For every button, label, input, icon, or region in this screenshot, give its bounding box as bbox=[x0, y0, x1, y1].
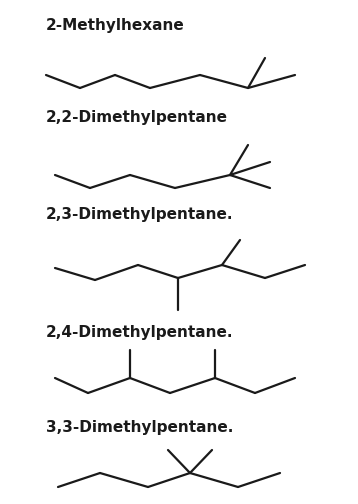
Text: 2-Methylhexane: 2-Methylhexane bbox=[46, 18, 185, 33]
Text: 2,2-Dimethylpentane: 2,2-Dimethylpentane bbox=[46, 110, 228, 125]
Text: 2,4-Dimethylpentane.: 2,4-Dimethylpentane. bbox=[46, 325, 233, 340]
Text: 3,3-Dimethylpentane.: 3,3-Dimethylpentane. bbox=[46, 420, 233, 435]
Text: 2,3-Dimethylpentane.: 2,3-Dimethylpentane. bbox=[46, 207, 233, 222]
